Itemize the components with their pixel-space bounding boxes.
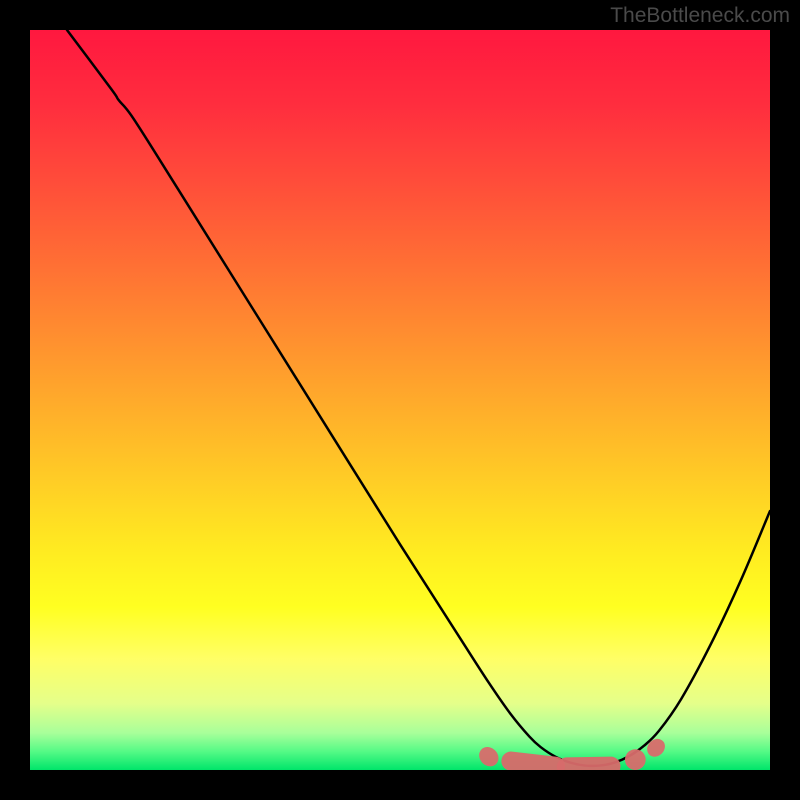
chart-container <box>30 30 770 770</box>
bottleneck-curve-chart <box>30 30 770 770</box>
chart-background <box>30 30 770 770</box>
watermark-text: TheBottleneck.com <box>610 4 790 28</box>
